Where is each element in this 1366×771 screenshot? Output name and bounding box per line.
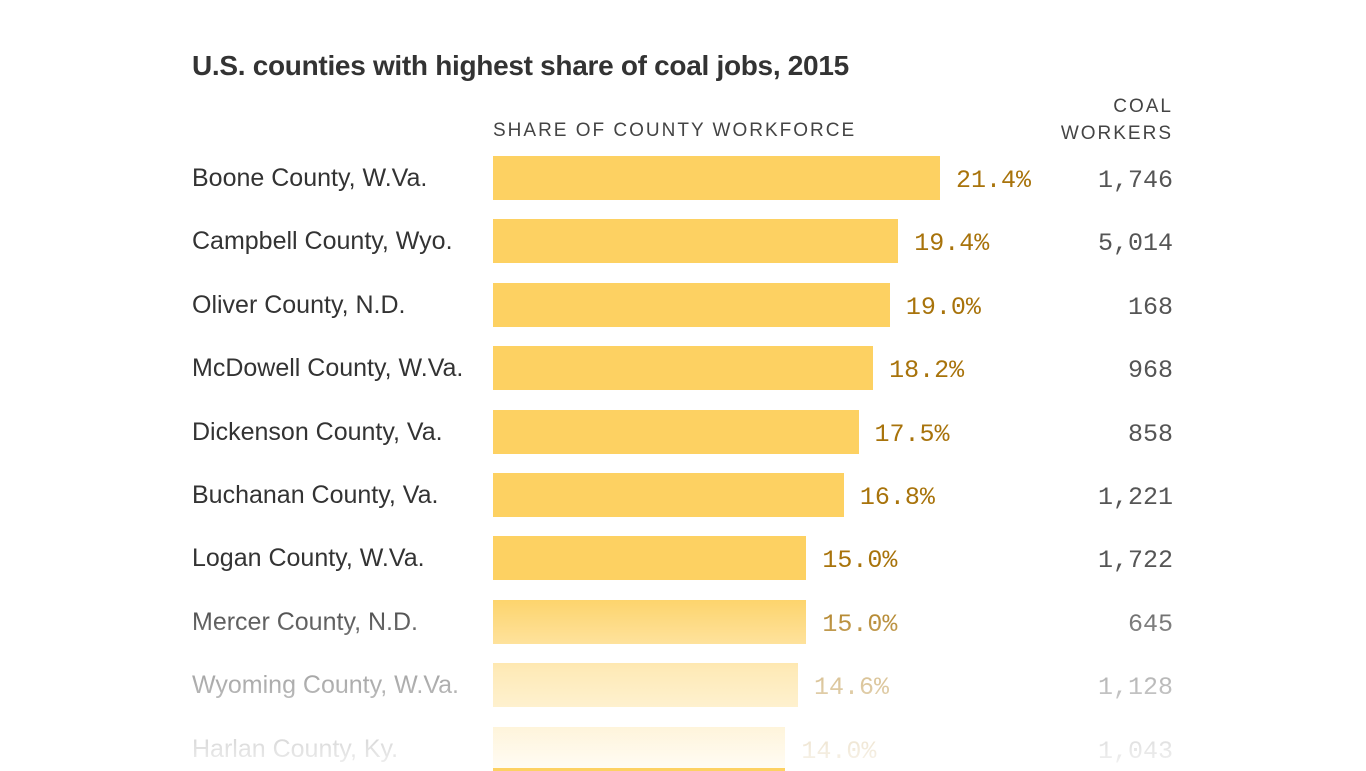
bar [493, 156, 940, 200]
coal-workers-value: 5,014 [1097, 229, 1173, 259]
share-column-header: SHARE OF COUNTY WORKFORCE [493, 120, 857, 141]
bar-row: Oliver County, N.D. 19.0% 168 [0, 282, 1366, 327]
coal-workers-value: 168 [1127, 292, 1173, 322]
bar-row: McDowell County, W.Va. 18.2% 968 [0, 346, 1366, 391]
bar [493, 599, 807, 644]
bar [493, 346, 874, 391]
category-label: Buchanan County, Va. [192, 481, 439, 509]
bar [493, 219, 899, 264]
bar [493, 282, 890, 327]
category-label: Oliver County, N.D. [192, 290, 406, 319]
value-label: 17.5% [874, 419, 950, 449]
coal-workers-value: 1,043 [1097, 736, 1173, 766]
bar-row: Buchanan County, Va. 16.8% 1,221 [0, 473, 1366, 517]
value-label: 14.0% [801, 736, 877, 766]
bar-row: Dickenson County, Va. 17.5% 858 [0, 409, 1366, 454]
bar-row: Mercer County, N.D. 15.0% 645 [0, 599, 1366, 644]
category-label: Mercer County, N.D. [192, 607, 418, 636]
value-label: 19.0% [905, 292, 981, 322]
bar-row: Boone County, W.Va. 21.4% 1,746 [0, 156, 1366, 200]
coal-workers-value: 968 [1127, 356, 1173, 386]
category-label: Harlan County, Ky. [192, 734, 399, 763]
coal-workers-value: 1,128 [1097, 673, 1173, 703]
category-label: Wyoming County, W.Va. [192, 671, 459, 700]
category-label: McDowell County, W.Va. [192, 354, 464, 383]
coal-workers-value: 1,746 [1097, 166, 1173, 195]
coal-workers-value: 1,722 [1097, 546, 1173, 576]
value-label: 21.4% [956, 166, 1032, 195]
value-label: 19.4% [914, 229, 990, 259]
bar-row: Campbell County, Wyo. 19.4% 5,014 [0, 219, 1366, 264]
workers-header-line-1: COAL [1113, 96, 1173, 117]
bar [493, 409, 859, 454]
bar [493, 663, 798, 708]
value-label: 15.0% [822, 609, 898, 639]
coal-workers-value: 1,221 [1097, 483, 1173, 512]
value-label: 15.0% [822, 546, 898, 576]
value-label: 18.2% [889, 356, 965, 386]
category-label: Dickenson County, Va. [192, 417, 443, 446]
bar-row: Harlan County, Ky. 14.0% 1,043 [0, 726, 1366, 771]
workers-header-line-2: WORKERS [1060, 123, 1173, 144]
coal-workers-value: 645 [1127, 609, 1173, 639]
value-label: 16.8% [859, 483, 935, 512]
bar [493, 473, 844, 517]
chart-title: U.S. counties with highest share of coal… [192, 50, 849, 81]
bar-row: Logan County, W.Va. 15.0% 1,722 [0, 536, 1366, 581]
value-label: 14.6% [813, 673, 889, 703]
bar-row: Wyoming County, W.Va. 14.6% 1,128 [0, 663, 1366, 708]
workers-column-header: COAL WORKERS [1061, 93, 1173, 147]
category-label: Campbell County, Wyo. [192, 227, 453, 256]
category-label: Logan County, W.Va. [192, 544, 425, 573]
bar [493, 726, 786, 771]
category-label: Boone County, W.Va. [192, 164, 428, 192]
coal-workers-value: 858 [1127, 419, 1173, 449]
bar [493, 536, 807, 581]
